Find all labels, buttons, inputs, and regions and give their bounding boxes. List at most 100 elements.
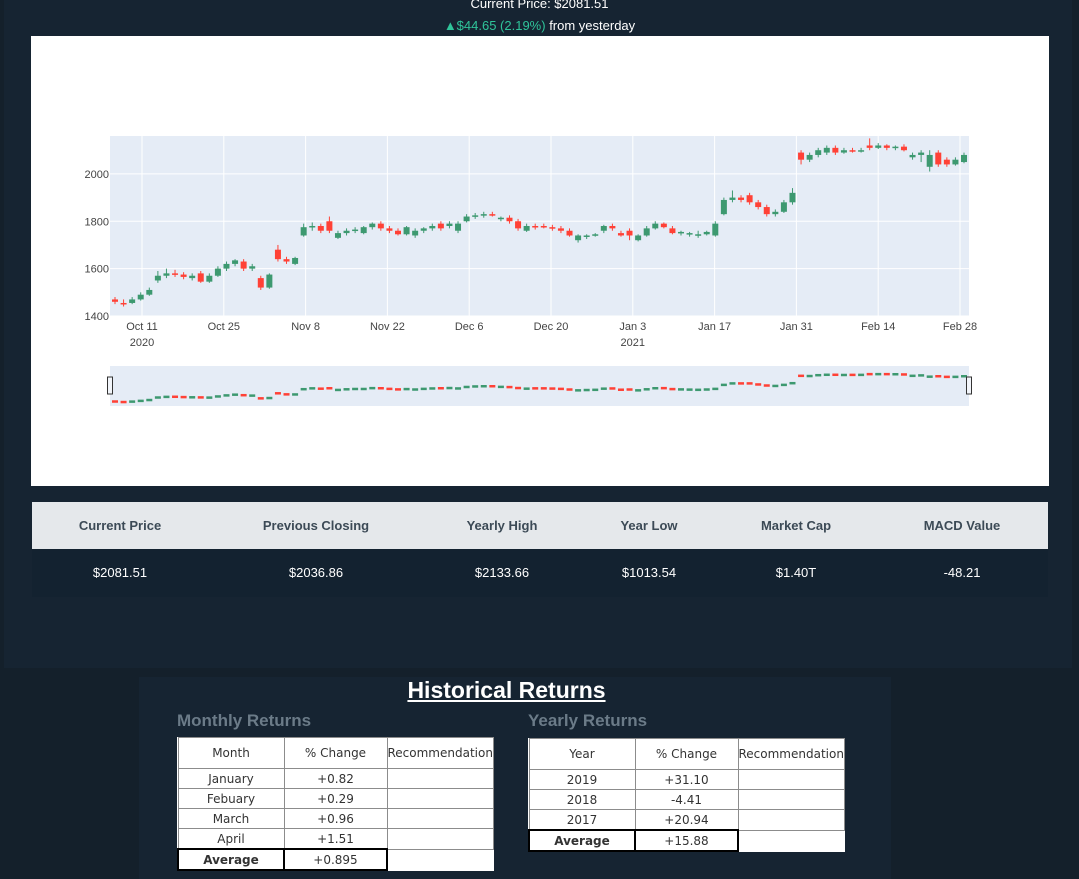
candle[interactable]	[926, 150, 933, 172]
candle[interactable]	[617, 230, 624, 237]
candle[interactable]	[840, 147, 847, 154]
candle[interactable]	[703, 230, 710, 236]
candle[interactable]	[892, 145, 899, 151]
candle[interactable]	[463, 214, 470, 223]
candlestick-chart[interactable]: 1400 1600 1800 2000 Oct 11 2020 Oct 25 Nov 8 Nov…	[31, 36, 1049, 486]
candle[interactable]	[557, 226, 564, 234]
candle[interactable]	[455, 221, 462, 234]
candle[interactable]	[523, 223, 530, 232]
candle[interactable]	[283, 256, 290, 264]
candle[interactable]	[849, 147, 856, 153]
candle[interactable]	[412, 228, 419, 238]
candle[interactable]	[111, 297, 119, 305]
candle[interactable]	[206, 273, 213, 283]
candle[interactable]	[446, 221, 453, 229]
candle[interactable]	[343, 228, 350, 236]
candle[interactable]	[137, 292, 144, 301]
candle[interactable]	[240, 259, 247, 271]
candle[interactable]	[935, 150, 942, 167]
candle[interactable]	[274, 244, 281, 262]
candle[interactable]	[918, 150, 925, 163]
candle[interactable]	[960, 152, 968, 164]
candle[interactable]	[249, 263, 256, 271]
candle[interactable]	[806, 152, 813, 163]
candle[interactable]	[394, 228, 402, 236]
candle[interactable]	[257, 275, 264, 290]
candle[interactable]	[875, 143, 882, 150]
candle[interactable]	[154, 271, 161, 283]
candle[interactable]	[566, 228, 573, 237]
candle[interactable]	[815, 147, 822, 158]
candle[interactable]	[497, 216, 504, 222]
candle[interactable]	[729, 190, 736, 203]
candle[interactable]	[369, 222, 376, 230]
candle[interactable]	[386, 226, 393, 234]
candle[interactable]	[798, 150, 805, 165]
range-handle-left[interactable]	[107, 376, 113, 395]
candle[interactable]	[789, 188, 796, 205]
candle[interactable]	[686, 231, 693, 237]
candle[interactable]	[214, 266, 221, 277]
candle[interactable]	[437, 221, 444, 231]
candle[interactable]	[472, 212, 479, 219]
candle[interactable]	[763, 204, 770, 217]
candle[interactable]	[360, 226, 367, 235]
candle[interactable]	[489, 211, 496, 217]
candle[interactable]	[677, 230, 685, 236]
candle[interactable]	[317, 223, 324, 234]
candle[interactable]	[660, 222, 667, 229]
candle[interactable]	[292, 256, 299, 266]
candle[interactable]	[900, 144, 907, 152]
candle[interactable]	[755, 199, 762, 210]
candle[interactable]	[635, 234, 642, 242]
candle[interactable]	[266, 273, 273, 289]
candle[interactable]	[652, 221, 659, 230]
candle[interactable]	[506, 215, 513, 224]
candle[interactable]	[532, 223, 539, 230]
candle[interactable]	[549, 224, 556, 231]
candle[interactable]	[403, 226, 410, 236]
candle[interactable]	[575, 234, 582, 243]
candle[interactable]	[223, 261, 230, 271]
candle[interactable]	[695, 230, 702, 238]
range-slider-background[interactable]	[110, 366, 969, 406]
candle[interactable]	[823, 145, 830, 155]
candle[interactable]	[120, 299, 127, 307]
candle[interactable]	[883, 144, 890, 151]
candle[interactable]	[943, 157, 950, 167]
candle[interactable]	[626, 228, 633, 241]
candle[interactable]	[669, 226, 676, 235]
candle[interactable]	[832, 145, 839, 155]
range-slider[interactable]	[107, 366, 972, 406]
candle[interactable]	[480, 211, 487, 218]
candle[interactable]	[746, 192, 753, 205]
candle[interactable]	[326, 216, 333, 234]
candle[interactable]	[172, 269, 179, 277]
candle[interactable]	[334, 230, 341, 240]
candle[interactable]	[600, 224, 607, 234]
candle[interactable]	[232, 259, 239, 267]
candle[interactable]	[420, 227, 427, 234]
candle[interactable]	[738, 195, 745, 203]
candle[interactable]	[720, 197, 727, 216]
chart-svg[interactable]: 1400 1600 1800 2000 Oct 11 2020 Oct 25 Nov 8 Nov…	[31, 36, 1049, 486]
candle[interactable]	[643, 226, 650, 237]
candle[interactable]	[129, 297, 136, 305]
candle[interactable]	[780, 199, 787, 213]
candle[interactable]	[309, 222, 316, 231]
candle[interactable]	[866, 138, 873, 151]
candle[interactable]	[909, 152, 916, 160]
candle[interactable]	[300, 223, 307, 237]
candle[interactable]	[146, 287, 153, 296]
candle[interactable]	[352, 227, 359, 234]
candle[interactable]	[180, 272, 187, 280]
main-plot-area[interactable]: 1400 1600 1800 2000 Oct 11 2020 Oct 25 Nov 8 Nov…	[85, 136, 978, 349]
candle[interactable]	[515, 218, 522, 231]
candle[interactable]	[163, 268, 170, 279]
range-handle-right[interactable]	[966, 376, 972, 395]
candle[interactable]	[189, 273, 196, 281]
candle[interactable]	[197, 271, 204, 283]
candle[interactable]	[858, 147, 865, 153]
candle[interactable]	[772, 209, 779, 217]
candle[interactable]	[592, 233, 599, 237]
